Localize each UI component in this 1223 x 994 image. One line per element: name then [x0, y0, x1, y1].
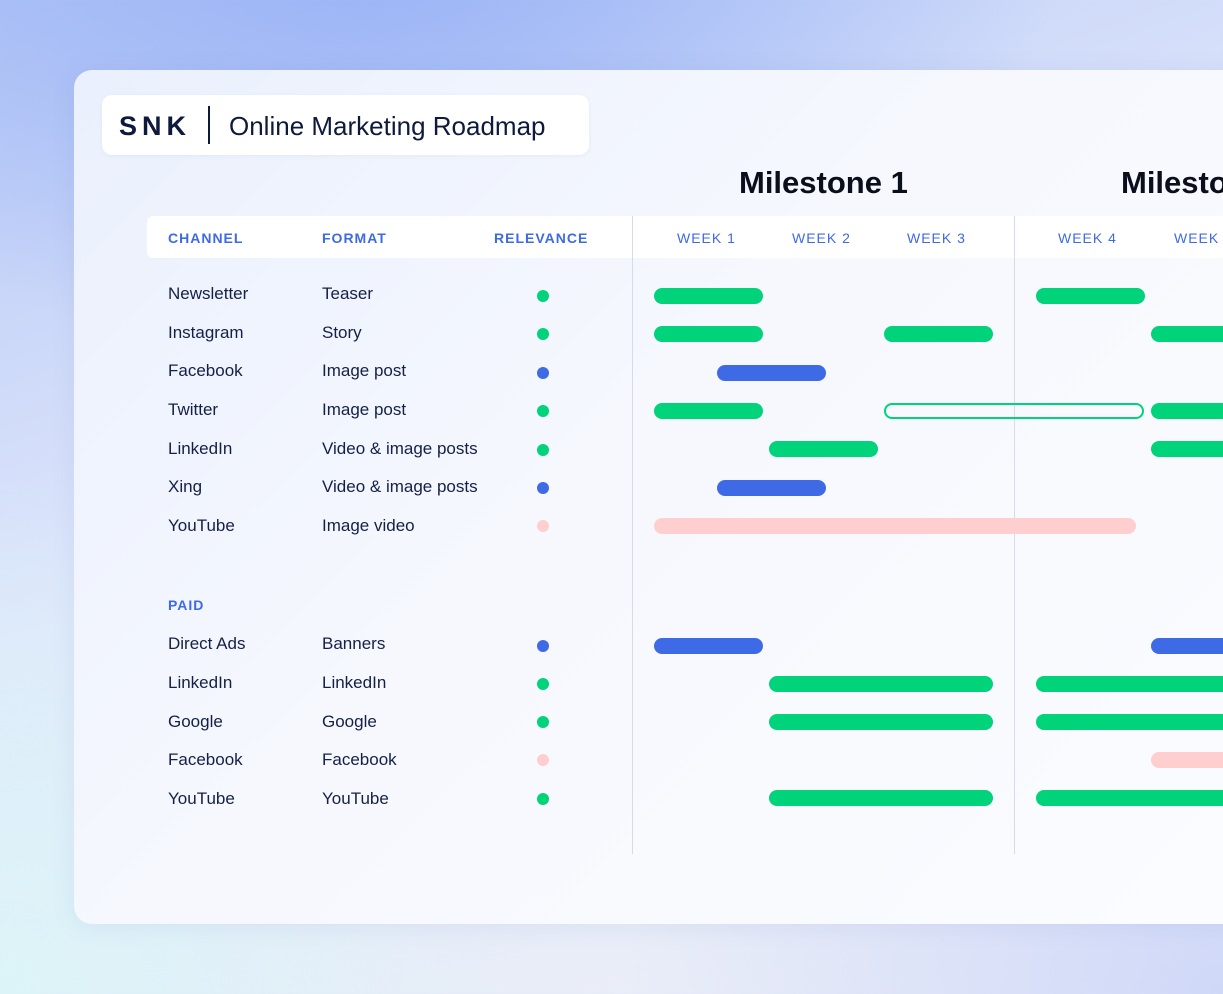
row-direct-ads-format: Banners: [322, 634, 386, 653]
week-header-4: WEEK 4: [1058, 230, 1117, 246]
schedule-bar[interactable]: [654, 326, 763, 342]
relevance-dot: [537, 444, 549, 456]
row-paid-linkedin-channel: LinkedIn: [168, 673, 233, 692]
relevance-dot: [537, 328, 549, 340]
schedule-bar[interactable]: [1151, 326, 1223, 342]
relevance-dot: [537, 482, 549, 494]
week-header-5: WEEK: [1174, 230, 1220, 246]
relevance-dot: [537, 405, 549, 417]
relevance-dot: [537, 640, 549, 652]
timeline-divider: [632, 216, 633, 854]
schedule-bar[interactable]: [1036, 288, 1145, 304]
logo: SNK: [119, 111, 192, 141]
row-facebook-format: Image post: [322, 361, 407, 380]
schedule-bar[interactable]: [1151, 403, 1223, 419]
schedule-bar[interactable]: [654, 288, 763, 304]
title-bar: [102, 95, 589, 155]
schedule-bar[interactable]: [1036, 790, 1223, 806]
relevance-dot: [537, 716, 549, 728]
row-facebook-channel: Facebook: [168, 361, 243, 380]
schedule-bar[interactable]: [654, 403, 763, 419]
week-header-1: WEEK 1: [677, 230, 736, 246]
schedule-bar[interactable]: [769, 441, 878, 457]
relevance-dot: [537, 678, 549, 690]
milestone-divider: [1014, 216, 1015, 854]
section-label-paid: PAID: [168, 597, 205, 613]
planned-schedule-bar[interactable]: [884, 403, 1144, 419]
schedule-bar[interactable]: [1151, 441, 1223, 457]
row-google-format: Google: [322, 712, 377, 731]
relevance-dot: [537, 793, 549, 805]
roadmap-card: [74, 70, 1223, 924]
table-header: [147, 216, 1223, 258]
schedule-bar[interactable]: [884, 326, 993, 342]
schedule-bar[interactable]: [654, 518, 1136, 534]
row-linkedin-channel: LinkedIn: [168, 439, 233, 458]
week-header-2: WEEK 2: [792, 230, 851, 246]
row-paid-facebook-channel: Facebook: [168, 750, 243, 769]
row-youtube-format: Image video: [322, 516, 415, 535]
row-google-channel: Google: [168, 712, 223, 731]
row-paid-facebook-format: Facebook: [322, 750, 397, 769]
row-paid-youtube-channel: YouTube: [168, 789, 235, 808]
schedule-bar[interactable]: [717, 365, 826, 381]
schedule-bar[interactable]: [769, 676, 993, 692]
relevance-dot: [537, 367, 549, 379]
milestone-1-heading: Milestone 1: [739, 165, 908, 200]
relevance-dot: [537, 290, 549, 302]
week-header-3: WEEK 3: [907, 230, 966, 246]
column-header-channel[interactable]: CHANNEL: [168, 230, 244, 246]
row-linkedin-format: Video & image posts: [322, 439, 478, 458]
column-header-relevance[interactable]: RELEVANCE: [494, 230, 589, 246]
schedule-bar[interactable]: [717, 480, 826, 496]
milestone-2-heading: Milesto: [1121, 165, 1223, 200]
schedule-bar[interactable]: [769, 714, 993, 730]
row-instagram-format: Story: [322, 323, 362, 342]
row-newsletter-format: Teaser: [322, 284, 374, 303]
row-instagram-channel: Instagram: [168, 323, 244, 342]
row-youtube-channel: YouTube: [168, 516, 235, 535]
column-header-format[interactable]: FORMAT: [322, 230, 387, 246]
row-xing-format: Video & image posts: [322, 477, 478, 496]
schedule-bar[interactable]: [1151, 638, 1223, 654]
schedule-bar[interactable]: [1151, 752, 1223, 768]
schedule-bar[interactable]: [654, 638, 763, 654]
row-direct-ads-channel: Direct Ads: [168, 634, 246, 653]
row-newsletter-channel: Newsletter: [168, 284, 249, 303]
schedule-bar[interactable]: [769, 790, 993, 806]
row-xing-channel: Xing: [168, 477, 203, 496]
row-paid-linkedin-format: LinkedIn: [322, 673, 387, 692]
page-title: Online Marketing Roadmap: [229, 111, 546, 141]
row-twitter-channel: Twitter: [168, 400, 219, 419]
row-twitter-format: Image post: [322, 400, 407, 419]
row-paid-youtube-format: YouTube: [322, 789, 389, 808]
relevance-dot: [537, 754, 549, 766]
title-divider: [208, 106, 210, 144]
schedule-bar[interactable]: [1036, 714, 1223, 730]
schedule-bar[interactable]: [1036, 676, 1223, 692]
relevance-dot: [537, 520, 549, 532]
